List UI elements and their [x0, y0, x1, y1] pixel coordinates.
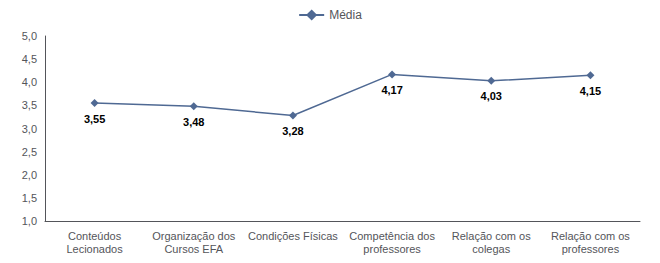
svg-text:Organização dos: Organização dos — [152, 230, 236, 242]
svg-text:3,0: 3,0 — [22, 123, 37, 135]
svg-text:3,5: 3,5 — [22, 99, 37, 111]
svg-text:Cursos EFA: Cursos EFA — [164, 243, 223, 255]
svg-text:2,5: 2,5 — [22, 146, 37, 158]
svg-text:Condições Físicas: Condições Físicas — [248, 230, 338, 242]
svg-text:Relação com os: Relação com os — [452, 230, 531, 242]
svg-text:1,5: 1,5 — [22, 192, 37, 204]
svg-text:Média: Média — [329, 8, 362, 22]
svg-text:3,55: 3,55 — [84, 113, 105, 125]
svg-text:colegas: colegas — [472, 243, 510, 255]
svg-text:Lecionados: Lecionados — [66, 243, 123, 255]
svg-text:professores: professores — [363, 243, 421, 255]
svg-text:4,0: 4,0 — [22, 76, 37, 88]
svg-text:4,17: 4,17 — [381, 84, 402, 96]
svg-text:2,0: 2,0 — [22, 169, 37, 181]
svg-text:Competência dos: Competência dos — [349, 230, 435, 242]
svg-text:4,5: 4,5 — [22, 53, 37, 65]
svg-text:5,0: 5,0 — [22, 30, 37, 42]
svg-text:3,48: 3,48 — [183, 116, 204, 128]
svg-text:1,0: 1,0 — [22, 215, 37, 227]
svg-text:Conteúdos: Conteúdos — [68, 230, 122, 242]
svg-text:4,03: 4,03 — [481, 90, 502, 102]
svg-text:Relação com os: Relação com os — [551, 230, 630, 242]
svg-text:professores: professores — [562, 243, 620, 255]
svg-text:3,28: 3,28 — [282, 125, 303, 137]
svg-text:4,15: 4,15 — [580, 85, 601, 97]
